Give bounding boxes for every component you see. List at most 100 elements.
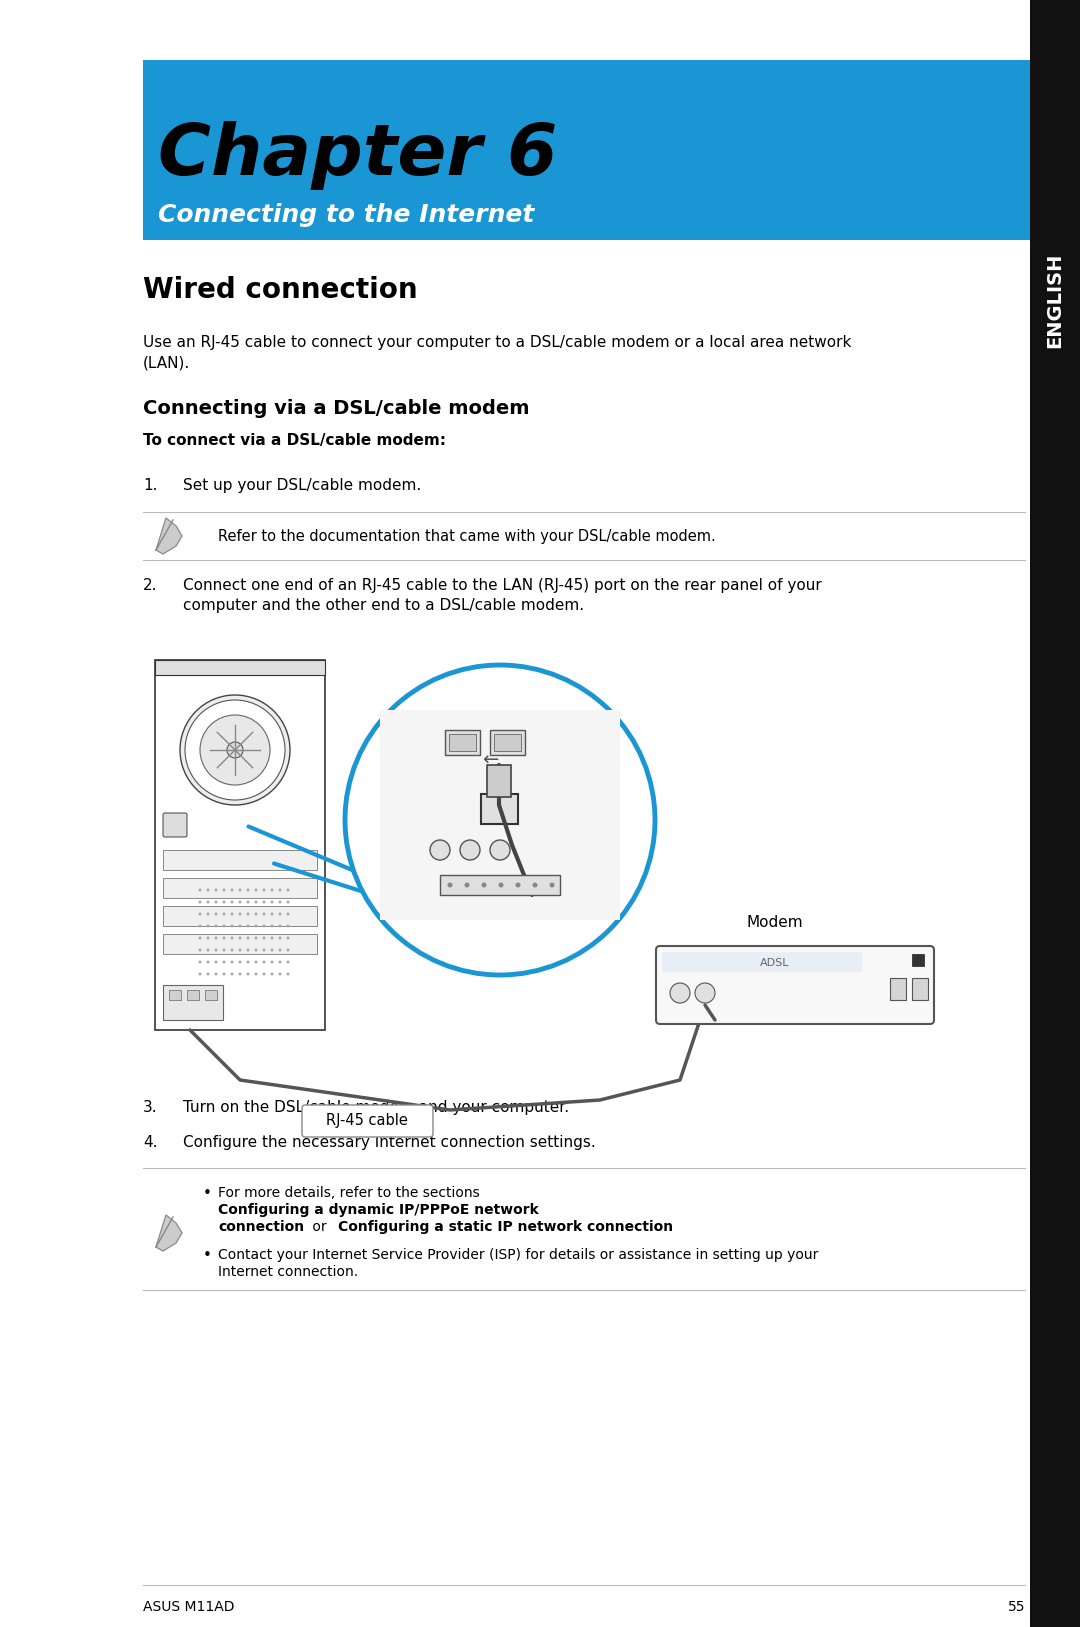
Circle shape [239, 924, 242, 927]
Text: For more details, refer to the sections: For more details, refer to the sections [218, 1186, 484, 1201]
Circle shape [279, 924, 282, 927]
FancyBboxPatch shape [163, 879, 318, 898]
FancyBboxPatch shape [302, 1105, 433, 1137]
Circle shape [246, 913, 249, 916]
Text: 4.: 4. [143, 1136, 158, 1150]
Circle shape [215, 960, 217, 963]
Text: ASUS M11AD: ASUS M11AD [143, 1599, 234, 1614]
Text: Contact your Internet Service Provider (ISP) for details or assistance in settin: Contact your Internet Service Provider (… [218, 1248, 819, 1263]
Circle shape [199, 973, 202, 976]
FancyBboxPatch shape [912, 978, 928, 1001]
Circle shape [279, 913, 282, 916]
Circle shape [262, 924, 266, 927]
Circle shape [460, 840, 480, 861]
Circle shape [262, 960, 266, 963]
FancyBboxPatch shape [156, 661, 325, 675]
Circle shape [279, 949, 282, 952]
Circle shape [206, 960, 210, 963]
Circle shape [270, 949, 273, 952]
Circle shape [230, 960, 233, 963]
Circle shape [279, 888, 282, 892]
Circle shape [286, 949, 289, 952]
Circle shape [255, 937, 257, 939]
FancyBboxPatch shape [1030, 0, 1080, 1627]
Circle shape [246, 924, 249, 927]
FancyBboxPatch shape [890, 978, 906, 1001]
Circle shape [230, 973, 233, 976]
Circle shape [262, 937, 266, 939]
Circle shape [199, 937, 202, 939]
Circle shape [239, 900, 242, 903]
FancyBboxPatch shape [490, 731, 525, 755]
Circle shape [222, 913, 226, 916]
Text: Configuring a dynamic IP/PPPoE network: Configuring a dynamic IP/PPPoE network [218, 1202, 539, 1217]
Circle shape [222, 937, 226, 939]
Text: or: or [308, 1220, 330, 1233]
Circle shape [230, 888, 233, 892]
Circle shape [230, 900, 233, 903]
FancyBboxPatch shape [205, 989, 217, 1001]
Text: 2.: 2. [143, 578, 158, 592]
FancyBboxPatch shape [163, 849, 318, 870]
Circle shape [239, 888, 242, 892]
Circle shape [270, 937, 273, 939]
Circle shape [239, 949, 242, 952]
Circle shape [206, 900, 210, 903]
Text: Modem: Modem [746, 914, 804, 931]
Text: Set up your DSL/cable modem.: Set up your DSL/cable modem. [183, 478, 421, 493]
Text: Configuring a static IP network connection: Configuring a static IP network connecti… [338, 1220, 673, 1233]
Text: computer and the other end to a DSL/cable modem.: computer and the other end to a DSL/cabl… [183, 599, 584, 613]
Circle shape [255, 960, 257, 963]
Circle shape [222, 960, 226, 963]
Circle shape [215, 900, 217, 903]
Circle shape [206, 937, 210, 939]
Circle shape [227, 742, 243, 758]
Text: Internet connection.: Internet connection. [218, 1266, 359, 1279]
Circle shape [345, 665, 654, 975]
FancyBboxPatch shape [163, 934, 318, 953]
Circle shape [499, 882, 503, 887]
Circle shape [230, 913, 233, 916]
Text: Turn on the DSL/cable modem and your computer.: Turn on the DSL/cable modem and your com… [183, 1100, 569, 1114]
Circle shape [222, 949, 226, 952]
Text: Refer to the documentation that came with your DSL/cable modem.: Refer to the documentation that came wit… [218, 529, 716, 543]
FancyBboxPatch shape [380, 709, 620, 919]
Circle shape [222, 888, 226, 892]
Circle shape [550, 882, 554, 887]
Text: •: • [203, 1248, 212, 1263]
Text: (LAN).: (LAN). [143, 355, 190, 369]
Text: RJ-45 cable: RJ-45 cable [326, 1113, 408, 1129]
Circle shape [222, 924, 226, 927]
Circle shape [199, 900, 202, 903]
Circle shape [286, 924, 289, 927]
Text: Connecting via a DSL/cable modem: Connecting via a DSL/cable modem [143, 399, 529, 418]
Polygon shape [156, 1215, 183, 1251]
Text: Use an RJ-45 cable to connect your computer to a DSL/cable modem or a local area: Use an RJ-45 cable to connect your compu… [143, 335, 851, 350]
FancyBboxPatch shape [487, 765, 511, 797]
Text: ←: ← [482, 750, 498, 770]
Circle shape [515, 882, 521, 887]
Circle shape [670, 983, 690, 1002]
Text: Wired connection: Wired connection [143, 277, 418, 304]
FancyBboxPatch shape [163, 984, 222, 1020]
Circle shape [239, 960, 242, 963]
Text: ENGLISH: ENGLISH [1045, 252, 1065, 348]
Circle shape [206, 924, 210, 927]
Circle shape [255, 913, 257, 916]
Polygon shape [156, 517, 183, 555]
Circle shape [286, 960, 289, 963]
Circle shape [286, 973, 289, 976]
Circle shape [215, 913, 217, 916]
FancyBboxPatch shape [440, 875, 561, 895]
Circle shape [246, 937, 249, 939]
Circle shape [246, 973, 249, 976]
Circle shape [262, 949, 266, 952]
Circle shape [490, 840, 510, 861]
Circle shape [482, 882, 486, 887]
Circle shape [239, 937, 242, 939]
Circle shape [270, 924, 273, 927]
Circle shape [215, 888, 217, 892]
Text: .: . [669, 1220, 673, 1233]
Circle shape [279, 960, 282, 963]
Circle shape [286, 913, 289, 916]
